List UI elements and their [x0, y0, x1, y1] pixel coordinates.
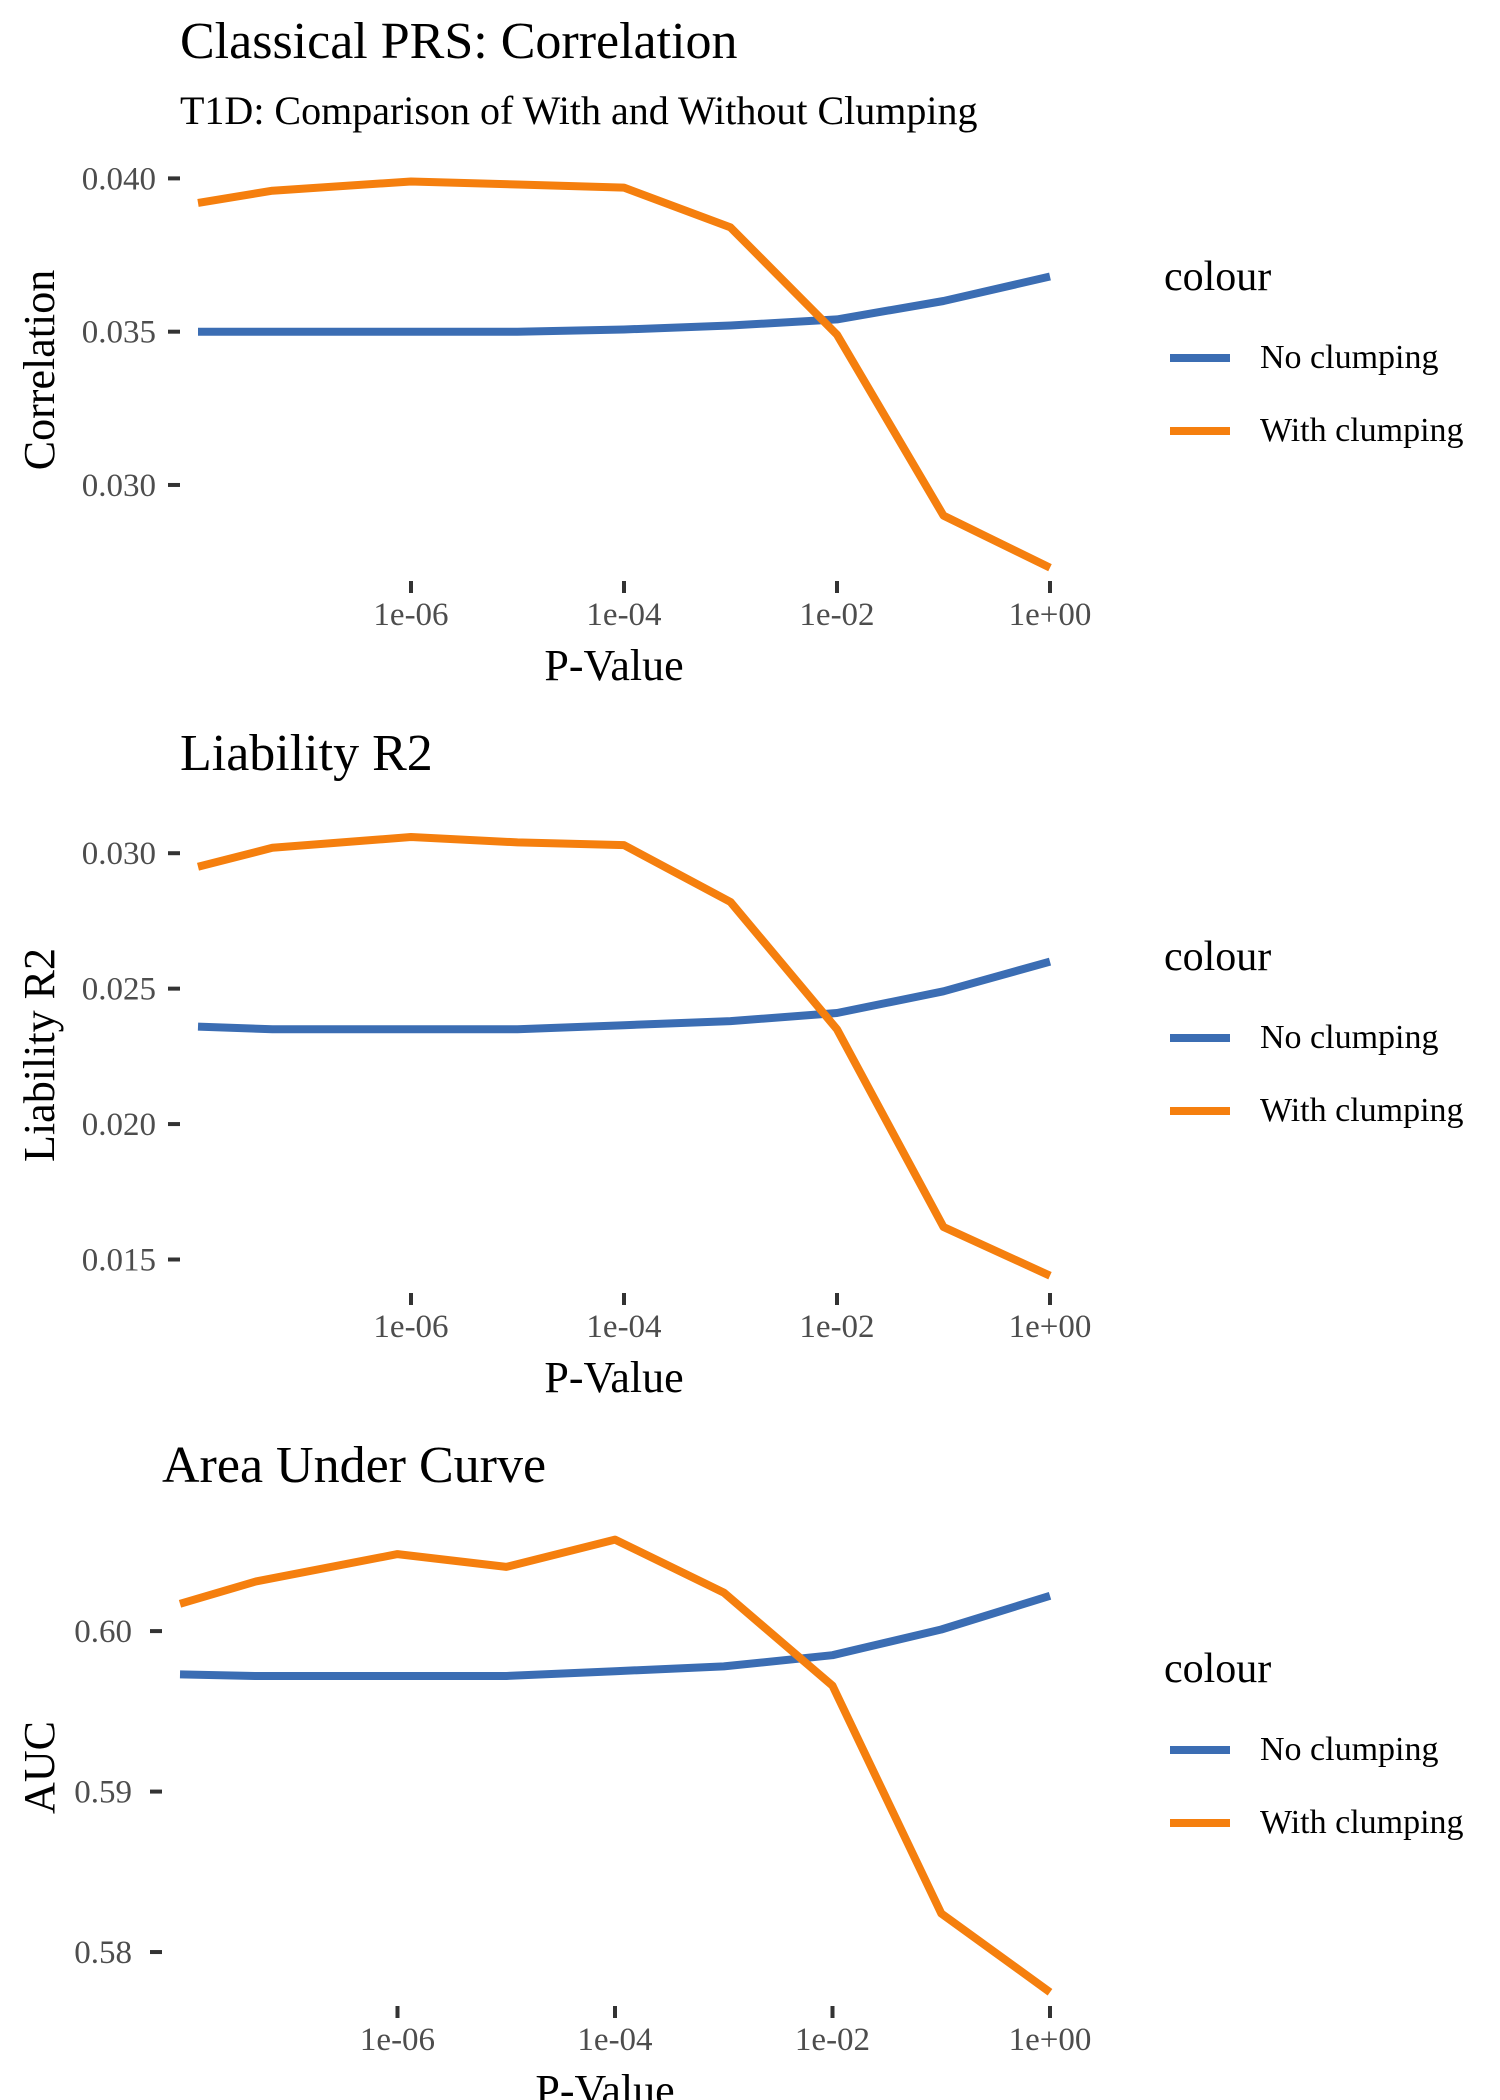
series-line-no-clumping [197, 957, 1052, 1034]
x-tick-label: 1e-04 [586, 597, 661, 633]
series-line-no-clumping [198, 272, 1051, 336]
chart-panel-2: Liability R2 0.015 0.020 0.025 0.030 1e-06 1e-… [15, 725, 1464, 1402]
y-tick-label: 0.030 [82, 836, 156, 872]
x-tick-label: 1e-06 [373, 1309, 448, 1345]
series-line-no-clumping [179, 1591, 1052, 1680]
x-tick-label: 1e-04 [586, 1309, 661, 1345]
chart-panel-1: Classical PRS: Correlation T1D: Compariso… [15, 13, 1464, 690]
y-tick-label: 0.60 [74, 1614, 132, 1650]
y-tick-label: 0.040 [82, 161, 156, 197]
y-tick-label: 0.025 [82, 972, 156, 1008]
y-axis-title: Correlation [15, 270, 64, 470]
x-tick-label: 1e-02 [799, 597, 874, 633]
legend-label: With clumping [1260, 412, 1464, 449]
y-tick-label: 0.035 [82, 315, 156, 351]
x-axis-title: P-Value [544, 641, 683, 690]
series-line-with-clumping [197, 177, 1052, 572]
chart-title: Classical PRS: Correlation [180, 13, 738, 70]
y-tick-label: 0.030 [82, 468, 156, 504]
y-tick-label: 0.020 [82, 1107, 156, 1143]
legend-label: No clumping [1260, 339, 1438, 376]
x-tick-label: 1e+00 [1009, 1309, 1092, 1345]
legend: colour No clumping With clumping [1164, 254, 1464, 449]
chart-panel-3: Area Under Curve 0.58 0.59 0.60 1e-06 1e-04 1e… [15, 1437, 1464, 2100]
x-tick-label: 1e-04 [577, 2022, 652, 2058]
legend-label: With clumping [1260, 1092, 1464, 1129]
series-line-with-clumping [178, 1535, 1053, 1996]
x-tick-label: 1e-06 [360, 2022, 435, 2058]
y-tick-label: 0.58 [74, 1935, 132, 1971]
x-tick-label: 1e-02 [799, 1309, 874, 1345]
x-axis-title: P-Value [535, 2066, 674, 2100]
x-tick-label: 1e+00 [1009, 2022, 1092, 2058]
y-tick-label: 0.59 [74, 1775, 132, 1811]
x-tick-label: 1e-02 [795, 2022, 870, 2058]
legend: colour No clumping With clumping [1164, 1646, 1464, 1841]
series-line-with-clumping [197, 833, 1052, 1280]
legend-title: colour [1164, 254, 1271, 300]
legend-label: No clumping [1260, 1731, 1438, 1768]
chart-title: Liability R2 [180, 725, 433, 782]
x-axis-title: P-Value [544, 1353, 683, 1402]
x-tick-label: 1e+00 [1009, 597, 1092, 633]
legend-label: No clumping [1260, 1019, 1438, 1056]
y-axis-title: AUC [15, 1721, 64, 1814]
chart-title: Area Under Curve [162, 1437, 546, 1494]
chart-subtitle: T1D: Comparison of With and Without Clum… [180, 88, 978, 133]
legend-label: With clumping [1260, 1804, 1464, 1841]
y-tick-label: 0.015 [82, 1242, 156, 1278]
legend-title: colour [1164, 934, 1271, 980]
legend-title: colour [1164, 1646, 1271, 1692]
legend: colour No clumping With clumping [1164, 934, 1464, 1129]
x-tick-label: 1e-06 [373, 597, 448, 633]
y-axis-title: Liability R2 [15, 948, 64, 1162]
